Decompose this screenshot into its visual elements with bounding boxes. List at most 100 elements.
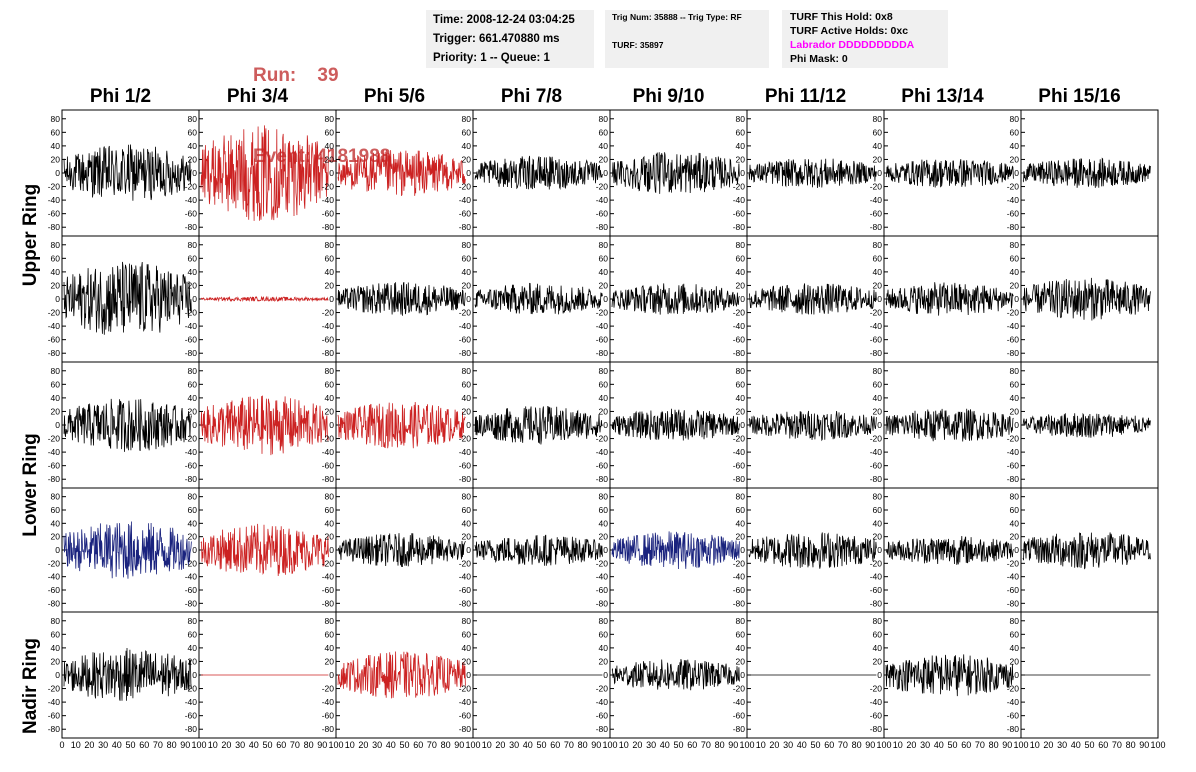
x-tick-label: 60 bbox=[961, 740, 971, 750]
priority-text: Priority: 1 -- Queue: 1 bbox=[433, 52, 550, 64]
y-tick-label: -80 bbox=[459, 348, 472, 358]
y-tick-label: -80 bbox=[185, 724, 198, 734]
y-tick-label: 20 bbox=[325, 280, 335, 290]
waveform-trace bbox=[611, 531, 740, 570]
y-tick-label: 40 bbox=[51, 518, 61, 528]
y-tick-label: 20 bbox=[188, 532, 198, 542]
y-tick-label: -60 bbox=[1007, 461, 1020, 471]
y-tick-label: 60 bbox=[51, 505, 61, 515]
y-tick-label: -60 bbox=[459, 711, 472, 721]
y-tick-label: -80 bbox=[596, 222, 609, 232]
y-tick-label: 60 bbox=[462, 505, 472, 515]
y-tick-label: 40 bbox=[462, 518, 472, 528]
y-tick-label: 20 bbox=[736, 154, 746, 164]
x-tick-label: 70 bbox=[838, 740, 848, 750]
y-tick-label: 20 bbox=[1010, 280, 1020, 290]
x-tick-label: 10 bbox=[1030, 740, 1040, 750]
y-tick-label: -80 bbox=[870, 348, 883, 358]
y-tick-label: -80 bbox=[459, 598, 472, 608]
x-tick-label: 70 bbox=[564, 740, 574, 750]
y-tick-label: -20 bbox=[459, 558, 472, 568]
y-tick-label: -40 bbox=[1007, 697, 1020, 707]
y-tick-label: 60 bbox=[462, 379, 472, 389]
y-tick-label: 60 bbox=[325, 253, 335, 263]
y-tick-label: -80 bbox=[733, 222, 746, 232]
y-tick-label: 60 bbox=[599, 253, 609, 263]
y-tick-label: 60 bbox=[188, 629, 198, 639]
y-tick-label: 40 bbox=[325, 141, 335, 151]
y-tick-label: 80 bbox=[462, 616, 472, 626]
y-tick-label: 20 bbox=[51, 532, 61, 542]
y-tick-label: -40 bbox=[459, 321, 472, 331]
y-tick-label: 80 bbox=[1010, 492, 1020, 502]
y-tick-label: 60 bbox=[188, 127, 198, 137]
y-tick-label: -20 bbox=[322, 558, 335, 568]
y-tick-label: -20 bbox=[733, 558, 746, 568]
x-tick-label: 20 bbox=[84, 740, 94, 750]
y-tick-label: -80 bbox=[185, 348, 198, 358]
y-tick-label: 40 bbox=[51, 267, 61, 277]
y-tick-label: -20 bbox=[322, 182, 335, 192]
y-tick-label: 80 bbox=[736, 366, 746, 376]
y-tick-label: 40 bbox=[599, 643, 609, 653]
y-tick-label: 0 bbox=[603, 670, 608, 680]
y-tick-label: -80 bbox=[322, 222, 335, 232]
y-tick-label: -60 bbox=[322, 585, 335, 595]
x-tick-label: 40 bbox=[523, 740, 533, 750]
y-tick-label: -60 bbox=[322, 209, 335, 219]
y-tick-label: -40 bbox=[48, 572, 61, 582]
y-tick-label: 40 bbox=[736, 518, 746, 528]
y-tick-label: 60 bbox=[599, 505, 609, 515]
y-tick-label: 40 bbox=[188, 518, 198, 528]
y-tick-label: -20 bbox=[733, 308, 746, 318]
y-tick-label: -60 bbox=[459, 461, 472, 471]
y-tick-label: -60 bbox=[185, 461, 198, 471]
y-tick-label: 20 bbox=[325, 154, 335, 164]
y-tick-label: 40 bbox=[873, 643, 883, 653]
y-tick-label: 80 bbox=[736, 616, 746, 626]
col-header-phi-7-8: Phi 7/8 bbox=[500, 86, 563, 107]
turf-active-text: TURF Active Holds: 0xc bbox=[790, 25, 909, 37]
y-tick-label: 60 bbox=[736, 127, 746, 137]
y-tick-label: -40 bbox=[733, 697, 746, 707]
y-tick-label: 60 bbox=[188, 505, 198, 515]
y-tick-label: 0 bbox=[192, 168, 197, 178]
x-tick-label: 20 bbox=[906, 740, 916, 750]
y-tick-label: 0 bbox=[329, 670, 334, 680]
y-tick-label: 20 bbox=[873, 406, 883, 416]
x-tick-label: 40 bbox=[386, 740, 396, 750]
y-tick-label: -20 bbox=[1007, 434, 1020, 444]
x-tick-label: 60 bbox=[687, 740, 697, 750]
phi-mask-text: Phi Mask: 0 bbox=[790, 53, 848, 65]
y-tick-label: 0 bbox=[740, 670, 745, 680]
y-tick-label: 60 bbox=[462, 127, 472, 137]
y-tick-label: -20 bbox=[48, 308, 61, 318]
run-label: Run: bbox=[253, 65, 297, 86]
y-tick-label: -20 bbox=[322, 684, 335, 694]
y-tick-label: 0 bbox=[192, 420, 197, 430]
y-tick-label: 80 bbox=[188, 616, 198, 626]
waveform-trace bbox=[474, 155, 603, 191]
y-tick-label: -80 bbox=[48, 222, 61, 232]
y-tick-label: 80 bbox=[188, 240, 198, 250]
y-tick-label: 60 bbox=[736, 505, 746, 515]
labrador-text: Labrador DDDDDDDDDA bbox=[790, 39, 915, 51]
y-tick-label: 40 bbox=[188, 643, 198, 653]
waveform-trace bbox=[885, 654, 1014, 697]
x-tick-label: 50 bbox=[810, 740, 820, 750]
x-tick-label: 10 bbox=[619, 740, 629, 750]
y-tick-label: 80 bbox=[188, 114, 198, 124]
y-tick-label: 80 bbox=[873, 240, 883, 250]
x-tick-label: 40 bbox=[934, 740, 944, 750]
y-tick-label: -20 bbox=[48, 182, 61, 192]
x-tick-label: 100 bbox=[1013, 740, 1028, 750]
y-tick-label: 0 bbox=[466, 420, 471, 430]
y-tick-label: 0 bbox=[1014, 670, 1019, 680]
y-tick-label: 0 bbox=[329, 545, 334, 555]
y-tick-label: -80 bbox=[185, 474, 198, 484]
y-tick-label: 20 bbox=[1010, 406, 1020, 416]
x-tick-label: 90 bbox=[865, 740, 875, 750]
y-tick-label: -60 bbox=[322, 335, 335, 345]
waveform-trace bbox=[63, 521, 192, 579]
y-tick-label: 60 bbox=[1010, 505, 1020, 515]
